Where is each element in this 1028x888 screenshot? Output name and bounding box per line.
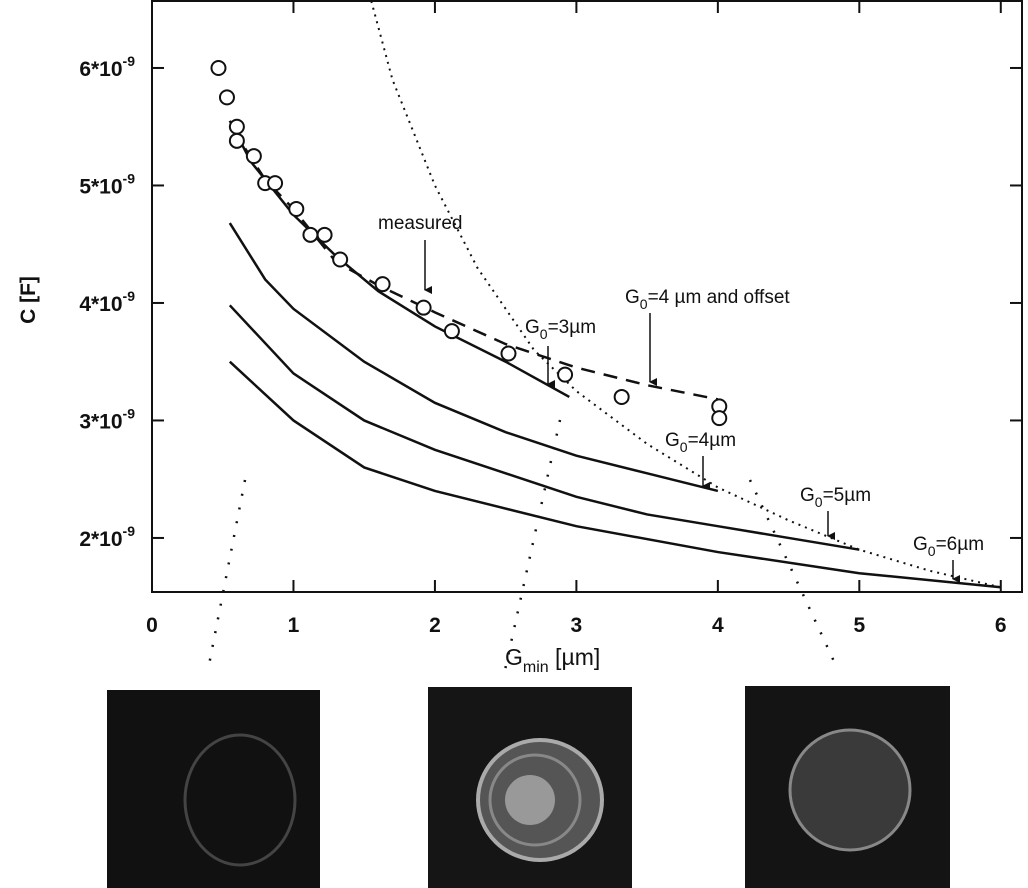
- annotation: G0=6µm: [913, 534, 984, 559]
- annotation-text: G: [625, 287, 640, 308]
- x-tick-label: 1: [288, 614, 300, 637]
- y-tick-base: 4*10: [79, 293, 122, 316]
- connector: [503, 419, 562, 671]
- measured-point: [613, 388, 630, 405]
- annotation: G0=3µm: [525, 317, 596, 342]
- curve: [231, 128, 719, 401]
- y-axis-label: C [F]: [17, 276, 40, 324]
- measured-point: [557, 366, 574, 383]
- curve: [228, 120, 570, 399]
- y-tick-exp: -9: [123, 170, 136, 186]
- images: [107, 686, 950, 888]
- curve: [228, 360, 1001, 589]
- measured-point: [210, 59, 227, 76]
- annotation: G0=4µm: [665, 430, 736, 455]
- annotation-sub: 0: [540, 326, 548, 342]
- x-tick-label: 3: [571, 614, 583, 637]
- y-tick-label: 4*10-9: [79, 288, 135, 316]
- curve: [228, 222, 719, 493]
- image-ring: [788, 728, 912, 852]
- y-tick-label: 3*10-9: [79, 405, 135, 433]
- connector: [748, 479, 840, 671]
- annotation-text: G: [665, 430, 680, 451]
- annotation-rest: =5µm: [823, 485, 871, 506]
- x-label-rest: [µm]: [549, 644, 601, 670]
- connector: [206, 479, 247, 671]
- annotation-text: G: [800, 485, 815, 506]
- plot-frame: [151, 0, 1023, 593]
- annotation-rest: =6µm: [936, 534, 984, 555]
- y-tick-label: 6*10-9: [79, 53, 135, 81]
- x-label-sub: min: [523, 659, 549, 676]
- y-tick-base: 6*10: [79, 58, 122, 81]
- annotation-text: measured: [378, 213, 463, 234]
- y-tick-exp: -9: [123, 288, 136, 304]
- measured-point: [228, 118, 245, 135]
- image-left: [107, 690, 320, 888]
- image-ring: [488, 753, 582, 847]
- y-tick-exp: -9: [123, 523, 136, 539]
- y-tick-label: 2*10-9: [79, 523, 135, 551]
- annotation-text: G: [913, 534, 928, 555]
- x-tick-label: 4: [712, 614, 724, 637]
- y-tick-exp: -9: [123, 405, 136, 421]
- measured-point: [711, 410, 728, 427]
- annotation: measured: [378, 213, 463, 234]
- measured-point: [245, 148, 262, 165]
- annotation-rest: =4 µm and offset: [648, 287, 791, 308]
- measured-point: [415, 299, 432, 316]
- annotation-sub: 0: [928, 543, 936, 559]
- y-tick-base: 2*10: [79, 528, 122, 551]
- y-tick-label: 5*10-9: [79, 170, 135, 198]
- measured-point: [316, 226, 333, 243]
- x-tick-label: 6: [995, 614, 1007, 637]
- image-ring: [183, 733, 297, 867]
- curve: [370, 0, 1002, 589]
- annotation-sub: 0: [815, 494, 823, 510]
- measured-point: [218, 89, 235, 106]
- annotation-rest: =4µm: [688, 430, 736, 451]
- measured-point: [332, 251, 349, 268]
- measured-point: [500, 345, 517, 362]
- annotation-text: G: [525, 317, 540, 338]
- annotation: G0=5µm: [800, 485, 871, 510]
- y-tick-exp: -9: [123, 53, 136, 69]
- measured-point: [443, 323, 460, 340]
- x-tick-label: 2: [429, 614, 441, 637]
- image-ring: [505, 775, 555, 825]
- measured-point: [288, 200, 305, 217]
- y-tick-base: 3*10: [79, 410, 122, 433]
- measured-point: [302, 226, 319, 243]
- annotation: G0=4 µm and offset: [625, 287, 790, 312]
- x-label-main: G: [505, 644, 523, 670]
- annotation-sub: 0: [640, 296, 648, 312]
- measured-point: [374, 276, 391, 293]
- connector-lines: [206, 419, 840, 671]
- x-tick-label: 5: [853, 614, 865, 637]
- x-axis-label: Gmin [µm]: [505, 644, 600, 676]
- annotation-rest: =3µm: [548, 317, 596, 338]
- y-tick-base: 5*10: [79, 175, 122, 198]
- annotation-sub: 0: [680, 439, 688, 455]
- curve: [228, 304, 860, 551]
- measured-point: [228, 132, 245, 149]
- x-tick-label: 0: [146, 614, 158, 637]
- measured-point: [267, 175, 284, 192]
